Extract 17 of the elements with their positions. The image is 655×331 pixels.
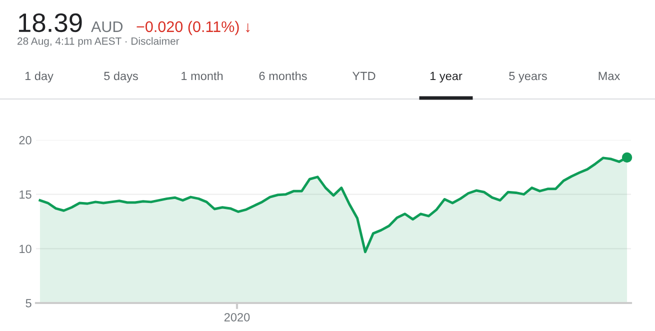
y-tick-label: 5	[26, 299, 32, 308]
text: 5 days	[104, 72, 138, 82]
text: 28 Aug, 4:11 pm AEST · Disclaimer	[18, 37, 180, 47]
text: 2020	[224, 313, 250, 322]
text: 1 month	[182, 72, 223, 80]
y-tick-label: 10	[20, 244, 32, 254]
text: −0.020 (0.11%) ↓	[136, 20, 250, 36]
y-tick-label: 15	[20, 190, 32, 199]
text: YTD	[352, 72, 376, 80]
text: 18.39	[19, 13, 82, 32]
text: AUD	[91, 21, 123, 32]
y-tick-label: 20	[19, 136, 32, 144]
text: 5 years	[509, 72, 547, 82]
text: 1 day	[25, 72, 54, 82]
text: Max	[598, 72, 620, 80]
text: 6 months	[259, 72, 307, 80]
text: 1 year	[430, 72, 462, 82]
